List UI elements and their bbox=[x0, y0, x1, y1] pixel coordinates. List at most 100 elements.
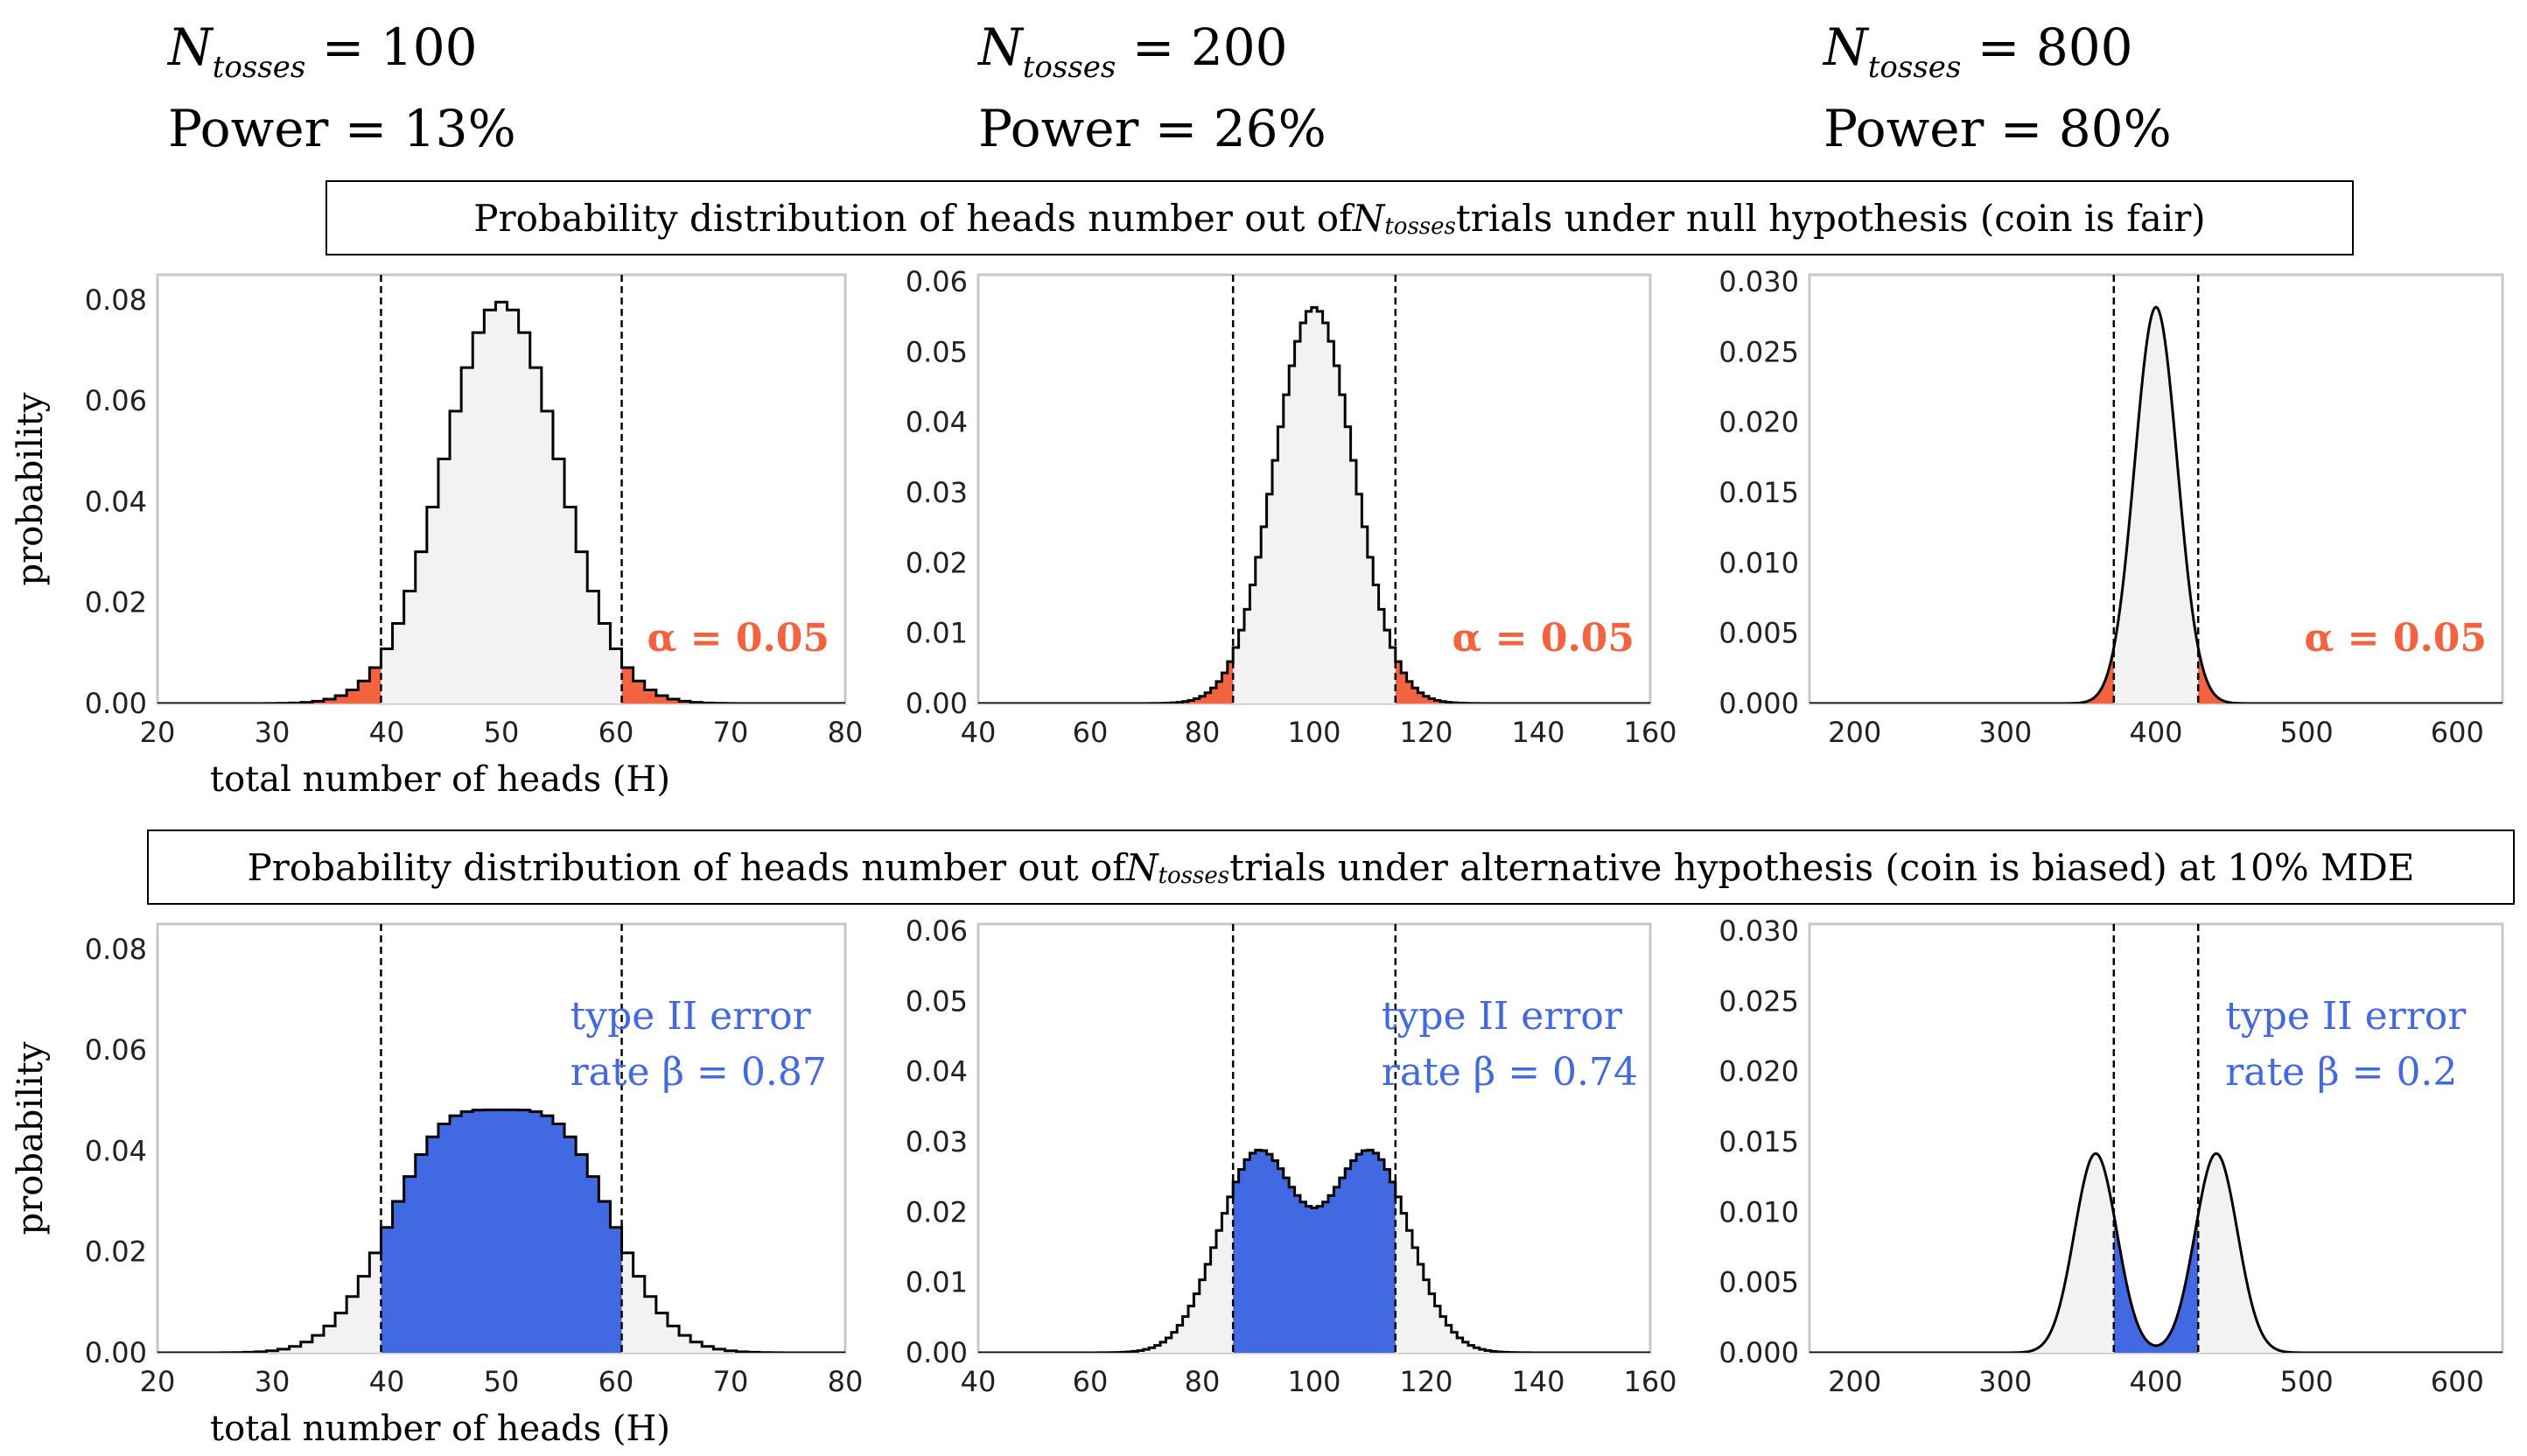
histogram-bar bbox=[1350, 460, 1357, 704]
y-tick-label: 0.02 bbox=[85, 1236, 147, 1269]
histogram-bar bbox=[1423, 1279, 1430, 1353]
x-tick-label: 120 bbox=[1399, 1365, 1452, 1398]
histogram-bar bbox=[1149, 1348, 1156, 1353]
y-tick-label: 0.030 bbox=[1718, 914, 1799, 948]
x-tick-label: 120 bbox=[1399, 716, 1452, 749]
histogram-bar bbox=[438, 458, 451, 704]
histogram-bar bbox=[1272, 460, 1278, 704]
histogram-bar bbox=[1143, 1349, 1150, 1353]
null-hypothesis-banner: Probability distribution of heads number… bbox=[326, 180, 2354, 256]
histogram-bar bbox=[1339, 395, 1346, 704]
histogram-bar bbox=[598, 1201, 612, 1353]
power-label: Power = 13% bbox=[168, 99, 516, 158]
histogram-bar bbox=[1233, 648, 1240, 704]
histogram-bar bbox=[450, 410, 462, 704]
plot-area bbox=[1810, 924, 2502, 1353]
histogram-bar bbox=[1434, 1306, 1441, 1353]
histogram-bar bbox=[1350, 1160, 1357, 1353]
y-tick-label: 0.000 bbox=[1718, 687, 1799, 720]
x-tick-label: 80 bbox=[1185, 1365, 1221, 1398]
alpha-annotation: α = 0.05 bbox=[647, 616, 830, 661]
y-tick-label: 0.06 bbox=[85, 1033, 147, 1067]
histogram-bar bbox=[1362, 1150, 1368, 1353]
histogram-bar bbox=[633, 1276, 646, 1353]
x-tick-label: 50 bbox=[484, 1365, 520, 1398]
histogram-bar bbox=[1322, 323, 1329, 704]
distribution-curve bbox=[1810, 1152, 2502, 1353]
histogram-bar bbox=[518, 1110, 531, 1353]
histogram-bar bbox=[1300, 323, 1306, 704]
x-tick-label: 300 bbox=[1978, 1365, 2032, 1398]
histogram-bar bbox=[1334, 1186, 1340, 1353]
histogram-bar bbox=[1289, 365, 1296, 704]
histogram-bar bbox=[1412, 1247, 1418, 1353]
histogram-bar bbox=[403, 1176, 416, 1353]
y-tick-label: 0.000 bbox=[1718, 1336, 1799, 1369]
histogram-bar bbox=[1160, 1341, 1166, 1353]
distribution-outline bbox=[978, 305, 1650, 704]
y-tick-label: 0.05 bbox=[906, 984, 968, 1018]
histogram-bar bbox=[335, 696, 347, 704]
histogram-bar bbox=[1171, 1332, 1178, 1353]
x-tick-label: 70 bbox=[713, 1365, 749, 1398]
y-tick-label: 0.06 bbox=[85, 384, 147, 417]
x-tick-label: 70 bbox=[713, 716, 749, 749]
y-tick-label: 0.00 bbox=[85, 1336, 147, 1369]
histogram-bar bbox=[1423, 696, 1430, 704]
histogram-bar bbox=[610, 1227, 623, 1353]
y-tick-label: 0.03 bbox=[906, 476, 968, 509]
alpha-annotation: α = 0.05 bbox=[1452, 616, 1634, 661]
histogram-bar bbox=[507, 310, 520, 704]
x-tick-label: 80 bbox=[828, 1365, 864, 1398]
y-tick-label: 0.05 bbox=[906, 335, 968, 368]
histogram-bar bbox=[1434, 700, 1441, 704]
histogram-bar bbox=[358, 681, 370, 704]
x-tick-label: 60 bbox=[1073, 1365, 1109, 1398]
y-tick-label: 0.08 bbox=[85, 284, 147, 317]
y-tick-label: 0.06 bbox=[906, 914, 968, 948]
histogram-bar bbox=[702, 1346, 714, 1353]
x-tick-label: 100 bbox=[1287, 716, 1340, 749]
x-tick-label: 600 bbox=[2431, 716, 2484, 749]
y-tick-label: 0.015 bbox=[1718, 1125, 1799, 1158]
y-tick-label: 0.00 bbox=[906, 1336, 968, 1369]
histogram-bar bbox=[1451, 1332, 1458, 1353]
histogram-bar bbox=[1395, 662, 1402, 704]
histogram-bar bbox=[1194, 1293, 1200, 1353]
y-tick-label: 0.01 bbox=[906, 617, 968, 650]
histogram-bar bbox=[392, 623, 405, 704]
histogram-bar bbox=[1311, 307, 1318, 704]
histogram-bar bbox=[1446, 1325, 1452, 1353]
histogram-bar bbox=[655, 696, 668, 704]
histogram-bar bbox=[507, 1110, 520, 1353]
histogram-bar bbox=[369, 1252, 382, 1353]
x-tick-label: 140 bbox=[1511, 716, 1564, 749]
histogram-bar bbox=[381, 648, 394, 704]
histogram-bar bbox=[552, 458, 565, 704]
y-axis-label: probability bbox=[10, 1041, 51, 1235]
x-tick-label: 160 bbox=[1623, 716, 1676, 749]
histogram-bar bbox=[1401, 1213, 1408, 1353]
y-tick-label: 0.015 bbox=[1718, 476, 1799, 509]
plot-area bbox=[1810, 275, 2502, 704]
histogram-bar bbox=[1205, 1264, 1212, 1353]
histogram-bar bbox=[1216, 681, 1222, 704]
histogram-bar bbox=[1266, 1154, 1273, 1353]
histogram-bar bbox=[655, 1312, 668, 1353]
x-tick-label: 160 bbox=[1623, 1365, 1676, 1398]
y-tick-label: 0.04 bbox=[906, 406, 968, 439]
y-tick-label: 0.005 bbox=[1718, 617, 1799, 650]
x-tick-label: 40 bbox=[961, 716, 997, 749]
histogram-bar bbox=[1210, 1247, 1217, 1353]
histogram-bar bbox=[667, 699, 680, 704]
y-tick-label: 0.02 bbox=[85, 586, 147, 620]
y-tick-label: 0.010 bbox=[1718, 1195, 1799, 1228]
histogram-bar bbox=[1199, 696, 1206, 704]
x-tick-label: 200 bbox=[1828, 716, 1881, 749]
y-tick-label: 0.00 bbox=[85, 687, 147, 720]
x-tick-label: 40 bbox=[961, 1365, 997, 1398]
histogram-bar bbox=[358, 1276, 370, 1353]
histogram-bar bbox=[277, 1348, 290, 1353]
y-tick-label: 0.025 bbox=[1718, 984, 1799, 1018]
